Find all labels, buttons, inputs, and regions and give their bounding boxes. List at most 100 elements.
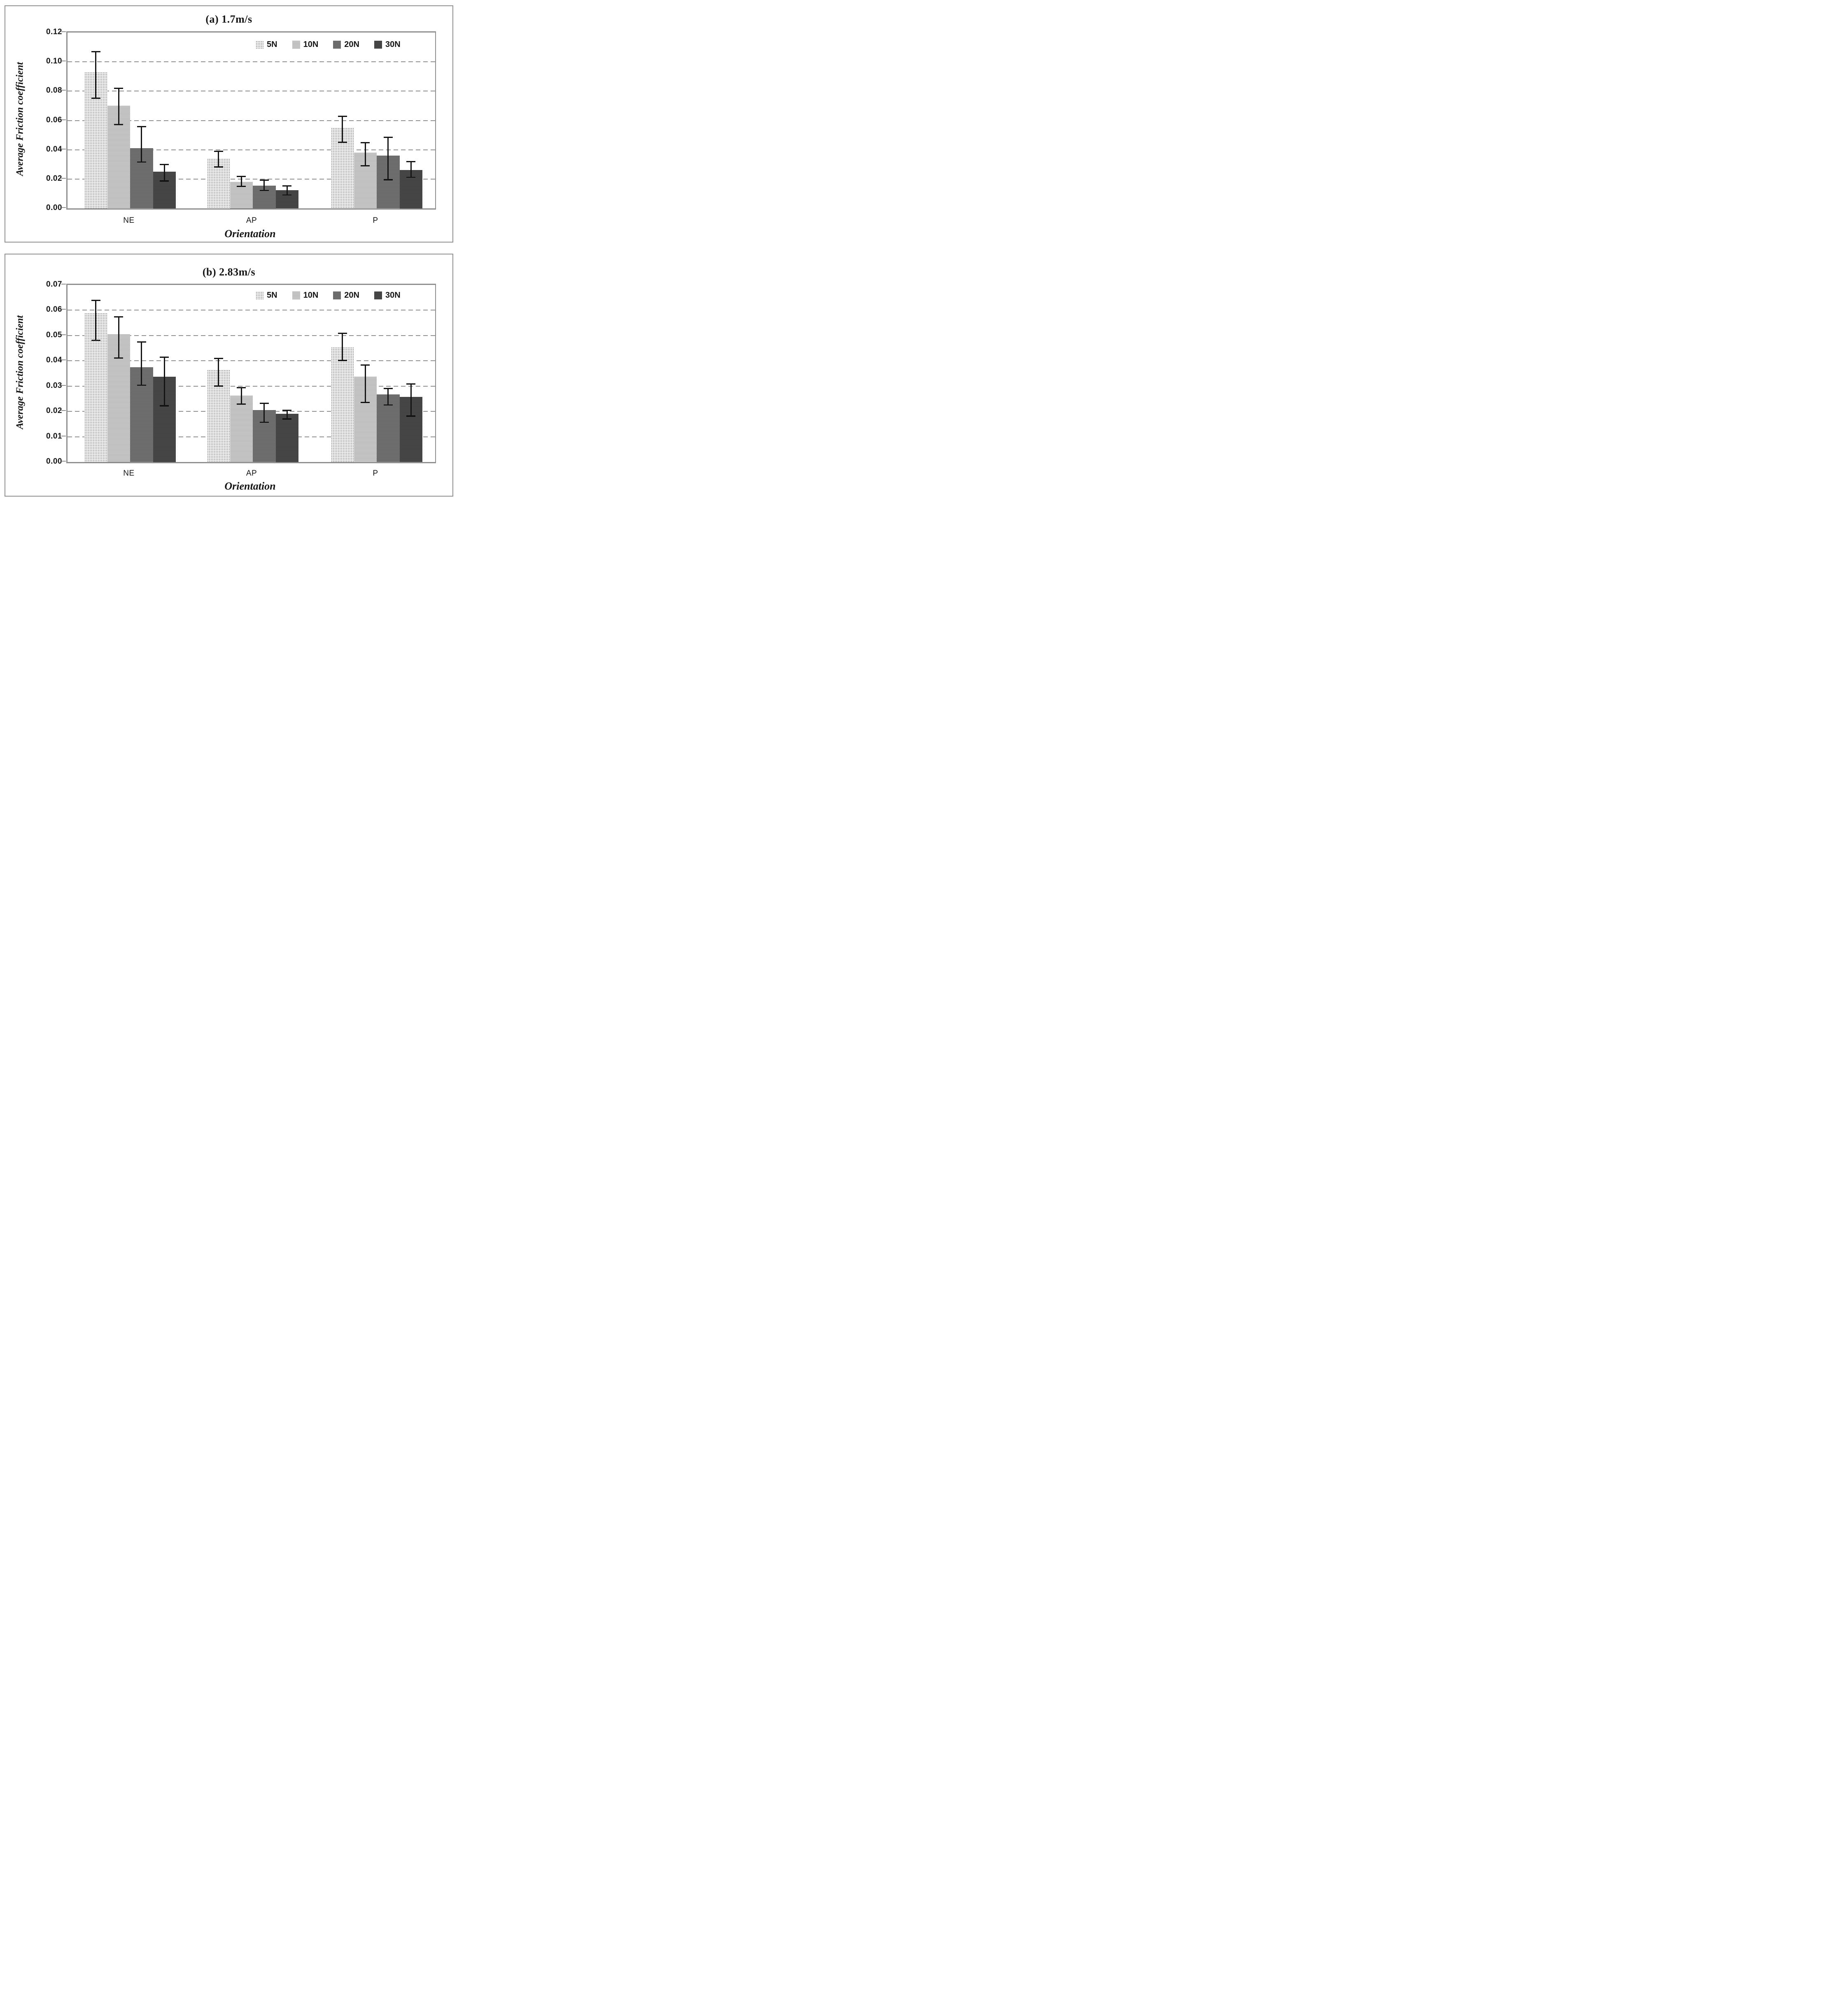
error-bar-line [387,137,389,180]
y-tick-label: 0.06 [46,115,62,124]
error-bar-cap-bottom [214,385,223,387]
legend-label-5N: 5N [267,40,277,49]
error-bar-cap-bottom [137,161,146,163]
y-tick-label: 0.07 [46,280,62,289]
error-bar-cap-bottom [282,418,292,420]
y-tick-mark [61,385,66,386]
y-axis-label-b: Average Friction coefficient [14,315,26,429]
category-label-NE: NE [123,469,135,478]
y-tick-label: 0.04 [46,356,62,365]
bar-5N-AP [207,369,230,462]
y-tick-mark [61,177,66,179]
y-tick-label: 0.10 [46,57,62,66]
y-tick-label: 0.01 [46,432,62,441]
x-axis-label-b: Orientation [224,480,276,492]
error-bar-cap-bottom [406,415,416,417]
error-bar-cap-top [383,137,393,138]
error-bar-cap-bottom [91,98,100,99]
legend-label-5N: 5N [267,291,277,300]
y-tick-label: 0.00 [46,457,62,466]
gridline [68,149,435,150]
plot-area-b [66,284,436,463]
legend-item-5N: 5N [256,291,277,300]
error-bar-line [263,403,265,422]
error-bar-line [163,164,165,182]
error-bar-cap-top [383,387,393,389]
error-bar-cap-bottom [282,194,292,196]
error-bar-cap-bottom [137,384,146,386]
error-bar-cap-bottom [160,180,169,182]
error-bar-cap-bottom [259,421,269,423]
legend-label-20N: 20N [344,291,359,300]
bar-20N-P [377,394,400,462]
y-tick-mark [61,207,66,208]
error-bar-cap-bottom [361,165,370,166]
error-bar-line [240,176,242,187]
error-bar-line [141,342,142,385]
error-bar-cap-top [237,175,246,177]
gridline [68,335,435,336]
error-bar-line [387,388,389,405]
legend-swatch-30N [374,41,382,49]
legend-swatch-5N [256,292,263,299]
error-bar-line [218,358,219,386]
y-tick-mark [61,461,66,462]
error-bar-cap-bottom [338,360,347,362]
legend-swatch-5N [256,41,263,49]
y-tick-mark [61,410,66,411]
error-bar-cap-top [91,299,100,301]
error-bar-cap-top [214,151,223,152]
y-tick-label: 0.00 [46,203,62,212]
legend-item-30N: 30N [374,291,401,300]
y-tick-label: 0.12 [46,28,62,36]
error-bar-cap-top [237,387,246,388]
legend-item-20N: 20N [333,40,359,49]
y-tick-label: 0.02 [46,174,62,183]
error-bar-cap-top [160,164,169,166]
error-bar-cap-top [406,383,416,385]
error-bar-cap-top [91,51,100,53]
y-tick-mark [61,31,66,32]
error-bar-cap-top [214,358,223,359]
gridline [68,385,435,387]
panel-a: (a) 1.7m/s Average Friction coefficient … [5,5,453,243]
legend-item-30N: 30N [374,40,401,49]
legend-label-30N: 30N [385,40,401,49]
error-bar-cap-top [361,364,370,366]
error-bar-line [240,387,242,404]
y-tick-label: 0.02 [46,406,62,415]
y-tick-mark [61,334,66,335]
legend-label-30N: 30N [385,291,401,300]
legend-item-10N: 10N [292,40,319,49]
error-bar-cap-bottom [91,340,100,341]
bar-10N-AP [230,396,253,462]
gridline [68,120,435,121]
y-axis-label-a: Average Friction coefficient [14,62,26,176]
category-label-AP: AP [246,216,257,225]
error-bar-line [286,185,288,195]
category-label-NE: NE [123,216,135,225]
legend: 5N 10N 20N 30N [256,291,401,300]
gridline [68,360,435,362]
panel-b: (b) 2.83m/s Average Friction coefficient… [5,254,453,497]
error-bar-line [410,161,412,178]
category-label-P: P [373,469,378,478]
error-bar-line [286,410,288,419]
error-bar-line [141,126,142,162]
y-tick-mark [61,119,66,120]
chart-title-b: (b) 2.83m/s [202,266,256,278]
error-bar-line [342,116,343,142]
error-bar-cap-top [137,341,146,343]
error-bar-cap-top [338,115,347,117]
error-bar-cap-top [160,357,169,358]
error-bar-cap-bottom [114,124,124,126]
error-bar-line [118,316,119,359]
error-bar-cap-top [361,142,370,143]
error-bar-cap-top [282,185,292,187]
legend-swatch-10N [292,292,300,299]
error-bar-line [342,333,343,361]
legend-label-10N: 10N [303,40,319,49]
error-bar-cap-top [406,161,416,163]
error-bar-cap-bottom [383,404,393,406]
error-bar-cap-bottom [237,185,246,187]
